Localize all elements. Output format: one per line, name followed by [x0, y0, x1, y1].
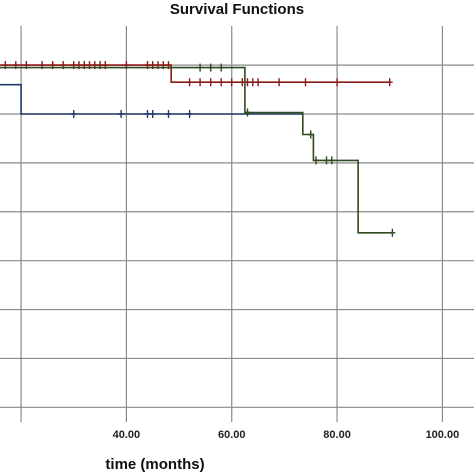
series-2-censor-mark — [207, 63, 214, 72]
series-0-censor-mark — [218, 78, 225, 87]
x-tick-labels: 40.00 60.00 80.00 100.00 — [113, 429, 460, 441]
x-tick-label: 60.00 — [218, 429, 246, 441]
series-2-censor-mark — [313, 156, 319, 165]
series-0-censor-mark — [197, 78, 204, 87]
series-1-censor-mark — [165, 110, 172, 118]
series-2-censor-mark — [244, 108, 251, 117]
series-2-censor-mark — [389, 228, 396, 237]
series-2-censor-mark — [197, 63, 204, 72]
series-0-censor-mark — [276, 78, 283, 87]
series-1-censor-mark — [144, 110, 151, 118]
x-axis-title: time (months) — [105, 456, 204, 473]
series-0-censor-mark — [207, 78, 214, 87]
series-0-censor-mark — [228, 78, 235, 87]
chart-title: Survival Functions — [170, 1, 304, 18]
series-1-censor-mark — [186, 110, 193, 118]
series-1-censor-mark — [149, 110, 156, 118]
series-0-censor-mark — [334, 78, 341, 87]
x-tick-label: 80.00 — [323, 429, 351, 441]
series-1-censor-mark — [70, 110, 77, 118]
series-0-censor-mark — [186, 78, 193, 87]
series-1-censor-mark — [118, 110, 125, 118]
series-1-line — [0, 83, 303, 115]
series-2-censor-mark — [323, 156, 330, 165]
series-2-censor-mark — [307, 130, 314, 139]
series-2-censor-mark — [328, 156, 335, 165]
series-group — [0, 61, 396, 237]
plot-area — [0, 26, 474, 422]
x-tick-label: 40.00 — [113, 429, 141, 441]
series-0-censor-mark — [386, 78, 393, 87]
series-0-censor-mark — [249, 78, 256, 87]
series-2-censor-mark — [218, 63, 225, 72]
series-0-censor-mark — [255, 78, 262, 87]
series-0-censor-mark — [302, 78, 309, 87]
x-tick-label: 100.00 — [426, 429, 460, 441]
